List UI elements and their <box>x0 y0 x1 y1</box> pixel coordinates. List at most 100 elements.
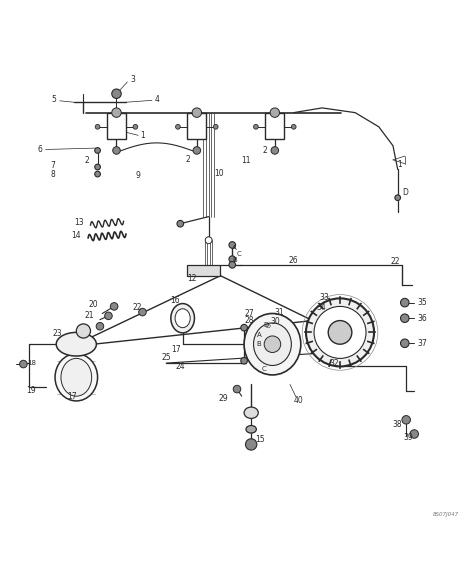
Text: 29: 29 <box>219 394 228 403</box>
Circle shape <box>254 124 258 129</box>
Circle shape <box>306 298 374 366</box>
Text: 2: 2 <box>84 156 89 166</box>
Text: 21: 21 <box>85 311 94 320</box>
Circle shape <box>76 324 91 338</box>
Circle shape <box>192 108 201 117</box>
Circle shape <box>177 220 183 227</box>
Text: 7: 7 <box>50 161 55 170</box>
Circle shape <box>314 306 366 358</box>
Text: 20: 20 <box>88 300 98 309</box>
Text: 8S07J047: 8S07J047 <box>433 512 459 517</box>
Circle shape <box>241 324 247 331</box>
Circle shape <box>95 148 100 154</box>
Text: D: D <box>402 189 408 197</box>
Ellipse shape <box>246 426 256 433</box>
Text: 15: 15 <box>255 435 264 444</box>
Text: 25: 25 <box>161 353 171 362</box>
Circle shape <box>105 312 112 320</box>
Text: 16: 16 <box>170 296 180 305</box>
Circle shape <box>241 358 247 364</box>
Circle shape <box>95 171 100 177</box>
Ellipse shape <box>244 407 258 419</box>
Text: 34: 34 <box>316 303 326 312</box>
Text: 23: 23 <box>53 329 62 338</box>
Circle shape <box>395 195 401 201</box>
Text: 33: 33 <box>319 293 329 302</box>
Text: C: C <box>237 251 242 257</box>
Text: 27: 27 <box>244 309 254 318</box>
Text: 39: 39 <box>403 434 413 442</box>
Circle shape <box>271 147 279 154</box>
Circle shape <box>229 256 236 262</box>
Circle shape <box>233 385 241 393</box>
Text: 26: 26 <box>289 256 299 264</box>
Text: 31: 31 <box>275 308 284 317</box>
Bar <box>187 113 206 139</box>
Circle shape <box>205 237 212 244</box>
Ellipse shape <box>244 313 301 375</box>
Text: D: D <box>264 323 269 328</box>
Circle shape <box>95 164 100 170</box>
Circle shape <box>139 308 146 316</box>
Text: 17: 17 <box>171 346 181 354</box>
Text: 24: 24 <box>175 362 185 371</box>
Text: 1: 1 <box>398 160 402 169</box>
Text: 40: 40 <box>293 396 303 405</box>
Circle shape <box>229 242 236 248</box>
Text: 5: 5 <box>51 95 56 105</box>
Circle shape <box>193 147 201 154</box>
Circle shape <box>401 339 409 347</box>
Circle shape <box>213 124 218 129</box>
Circle shape <box>292 124 296 129</box>
Circle shape <box>95 124 100 129</box>
Text: 35: 35 <box>418 298 427 307</box>
Circle shape <box>112 89 121 98</box>
Text: 4: 4 <box>154 95 159 104</box>
Text: 8: 8 <box>50 170 55 179</box>
Circle shape <box>110 302 118 310</box>
Text: 28: 28 <box>244 316 254 325</box>
Circle shape <box>401 314 409 323</box>
Text: 2: 2 <box>263 146 268 155</box>
Text: 36: 36 <box>418 314 427 323</box>
Circle shape <box>410 430 419 438</box>
Circle shape <box>133 124 138 129</box>
Text: A: A <box>257 332 262 338</box>
Text: 6: 6 <box>37 145 42 154</box>
Circle shape <box>205 237 212 244</box>
Circle shape <box>270 108 280 117</box>
Text: C: C <box>262 366 267 372</box>
Text: 3: 3 <box>131 75 136 84</box>
Text: 37: 37 <box>418 339 427 348</box>
Circle shape <box>19 361 27 368</box>
Text: 1: 1 <box>140 131 145 140</box>
Circle shape <box>328 321 352 344</box>
Text: 30: 30 <box>271 317 281 326</box>
Text: 38: 38 <box>393 420 402 429</box>
Text: 17: 17 <box>67 392 76 401</box>
Ellipse shape <box>264 336 281 352</box>
Circle shape <box>246 439 257 450</box>
Ellipse shape <box>56 332 96 356</box>
Text: A: A <box>232 246 237 251</box>
Text: 22: 22 <box>132 303 142 312</box>
Circle shape <box>113 147 120 154</box>
Bar <box>187 265 220 275</box>
Text: B: B <box>232 257 237 263</box>
Circle shape <box>112 108 121 117</box>
Text: 12: 12 <box>187 274 197 282</box>
Text: 11: 11 <box>241 156 250 166</box>
Text: 18: 18 <box>27 360 36 366</box>
Text: B: B <box>256 341 261 347</box>
Ellipse shape <box>254 323 292 366</box>
Ellipse shape <box>61 358 91 396</box>
Text: 13: 13 <box>74 218 83 227</box>
Text: 19: 19 <box>27 386 36 395</box>
Text: 9: 9 <box>135 171 140 179</box>
Circle shape <box>175 124 180 129</box>
Circle shape <box>96 323 104 330</box>
Text: D: D <box>265 324 270 329</box>
Ellipse shape <box>55 354 98 401</box>
Circle shape <box>402 416 410 424</box>
Ellipse shape <box>171 304 194 333</box>
